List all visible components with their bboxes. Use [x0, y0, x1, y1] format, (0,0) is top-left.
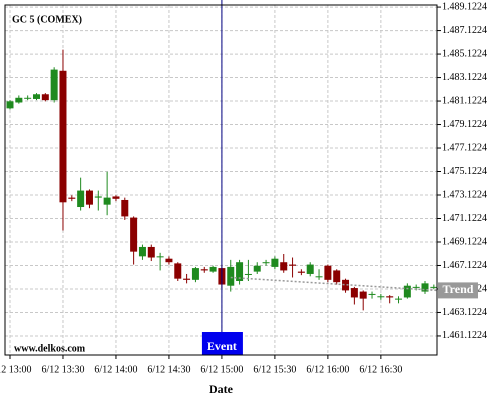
- candle-body: [368, 293, 376, 295]
- y-tick-label: 1.473.1224: [442, 189, 487, 200]
- x-tick-label: 6/12 16:30: [359, 364, 402, 375]
- event-label-box: [201, 332, 243, 355]
- candle-body: [430, 286, 438, 288]
- x-tick-label: 6/12 14:30: [147, 364, 190, 375]
- candle-body: [174, 263, 182, 279]
- candle-body: [421, 283, 429, 292]
- plot-border: [4, 4, 438, 356]
- x-tick-label: 6/12 15:00: [200, 364, 243, 375]
- x-tick-label: 6/12 13:30: [41, 364, 84, 375]
- y-tick-label: 1.481.1224: [442, 95, 487, 106]
- candle-body: [359, 291, 367, 299]
- candle-body: [59, 70, 67, 203]
- candle-body: [183, 278, 191, 280]
- candle-body: [68, 197, 76, 199]
- candle-body: [324, 265, 332, 280]
- candle-body: [333, 270, 341, 283]
- candle-body: [403, 285, 411, 298]
- y-tick-label: 1.485.1224: [442, 48, 487, 59]
- candle-body: [156, 256, 164, 258]
- y-tick-label: 1.461.1224: [442, 330, 487, 341]
- candle-body: [253, 265, 261, 272]
- y-tick-label: 1.483.1224: [442, 72, 487, 83]
- y-tick-label: 1.487.1224: [442, 25, 487, 36]
- y-tick-label: 1.479.1224: [442, 119, 487, 130]
- candle-body: [306, 264, 314, 274]
- candle-body: [297, 271, 305, 273]
- trend-line: [230, 276, 438, 292]
- y-tick-label: 1.477.1224: [442, 142, 487, 153]
- x-axis-label: Date: [209, 382, 234, 396]
- candle-body: [412, 286, 420, 288]
- candle-body: [94, 196, 102, 198]
- candle-body: [24, 97, 32, 99]
- y-tick-label: 1.463.1224: [442, 307, 487, 318]
- candle-body: [377, 296, 385, 298]
- candle-body: [103, 197, 111, 205]
- candle-body: [342, 279, 350, 291]
- event-label: Event: [207, 339, 237, 353]
- candle-body: [227, 266, 235, 286]
- candle-body: [50, 69, 58, 101]
- x-tick-label: 6/12 13:00: [0, 364, 32, 375]
- candle-body: [130, 217, 138, 252]
- candle-body: [121, 199, 129, 217]
- chart-title: GC 5 (COMEX): [12, 14, 82, 25]
- candle-body: [244, 273, 252, 275]
- candle-body: [271, 258, 279, 267]
- candle-body: [15, 97, 23, 103]
- y-tick-label: 1.469.1224: [442, 236, 487, 247]
- candle-body: [85, 190, 93, 205]
- candle-body: [209, 266, 217, 272]
- candle-body: [112, 196, 120, 199]
- y-tick-label: 1.467.1224: [442, 260, 487, 271]
- x-tick-label: 6/12 15:30: [253, 364, 296, 375]
- candle-body: [280, 262, 288, 271]
- candle-body: [147, 246, 155, 258]
- candle-body: [138, 246, 146, 257]
- candle-body: [32, 94, 40, 99]
- candle-body: [6, 101, 14, 109]
- candle-body: [386, 296, 394, 298]
- y-tick-label: 1.471.1224: [442, 213, 487, 224]
- x-tick-label: 6/12 16:00: [306, 364, 349, 375]
- candle-body: [191, 268, 199, 280]
- candle-body: [350, 288, 358, 298]
- x-tick-label: 6/12 14:00: [94, 364, 137, 375]
- candle-body: [165, 258, 173, 263]
- candle-body: [200, 269, 208, 271]
- trend-label-box: [438, 282, 478, 299]
- trend-label: Trend: [443, 282, 474, 296]
- candle-body: [395, 298, 403, 300]
- watermark: www.delkos.com: [14, 343, 86, 354]
- candle-body: [236, 262, 244, 282]
- candle-body: [262, 262, 270, 264]
- y-tick-label: 1.489.1224: [442, 1, 487, 12]
- candle-body: [41, 94, 49, 101]
- candle-body: [289, 264, 297, 266]
- y-tick-label: 1.475.1224: [442, 166, 487, 177]
- candle-body: [77, 190, 85, 208]
- candle-body: [315, 276, 323, 278]
